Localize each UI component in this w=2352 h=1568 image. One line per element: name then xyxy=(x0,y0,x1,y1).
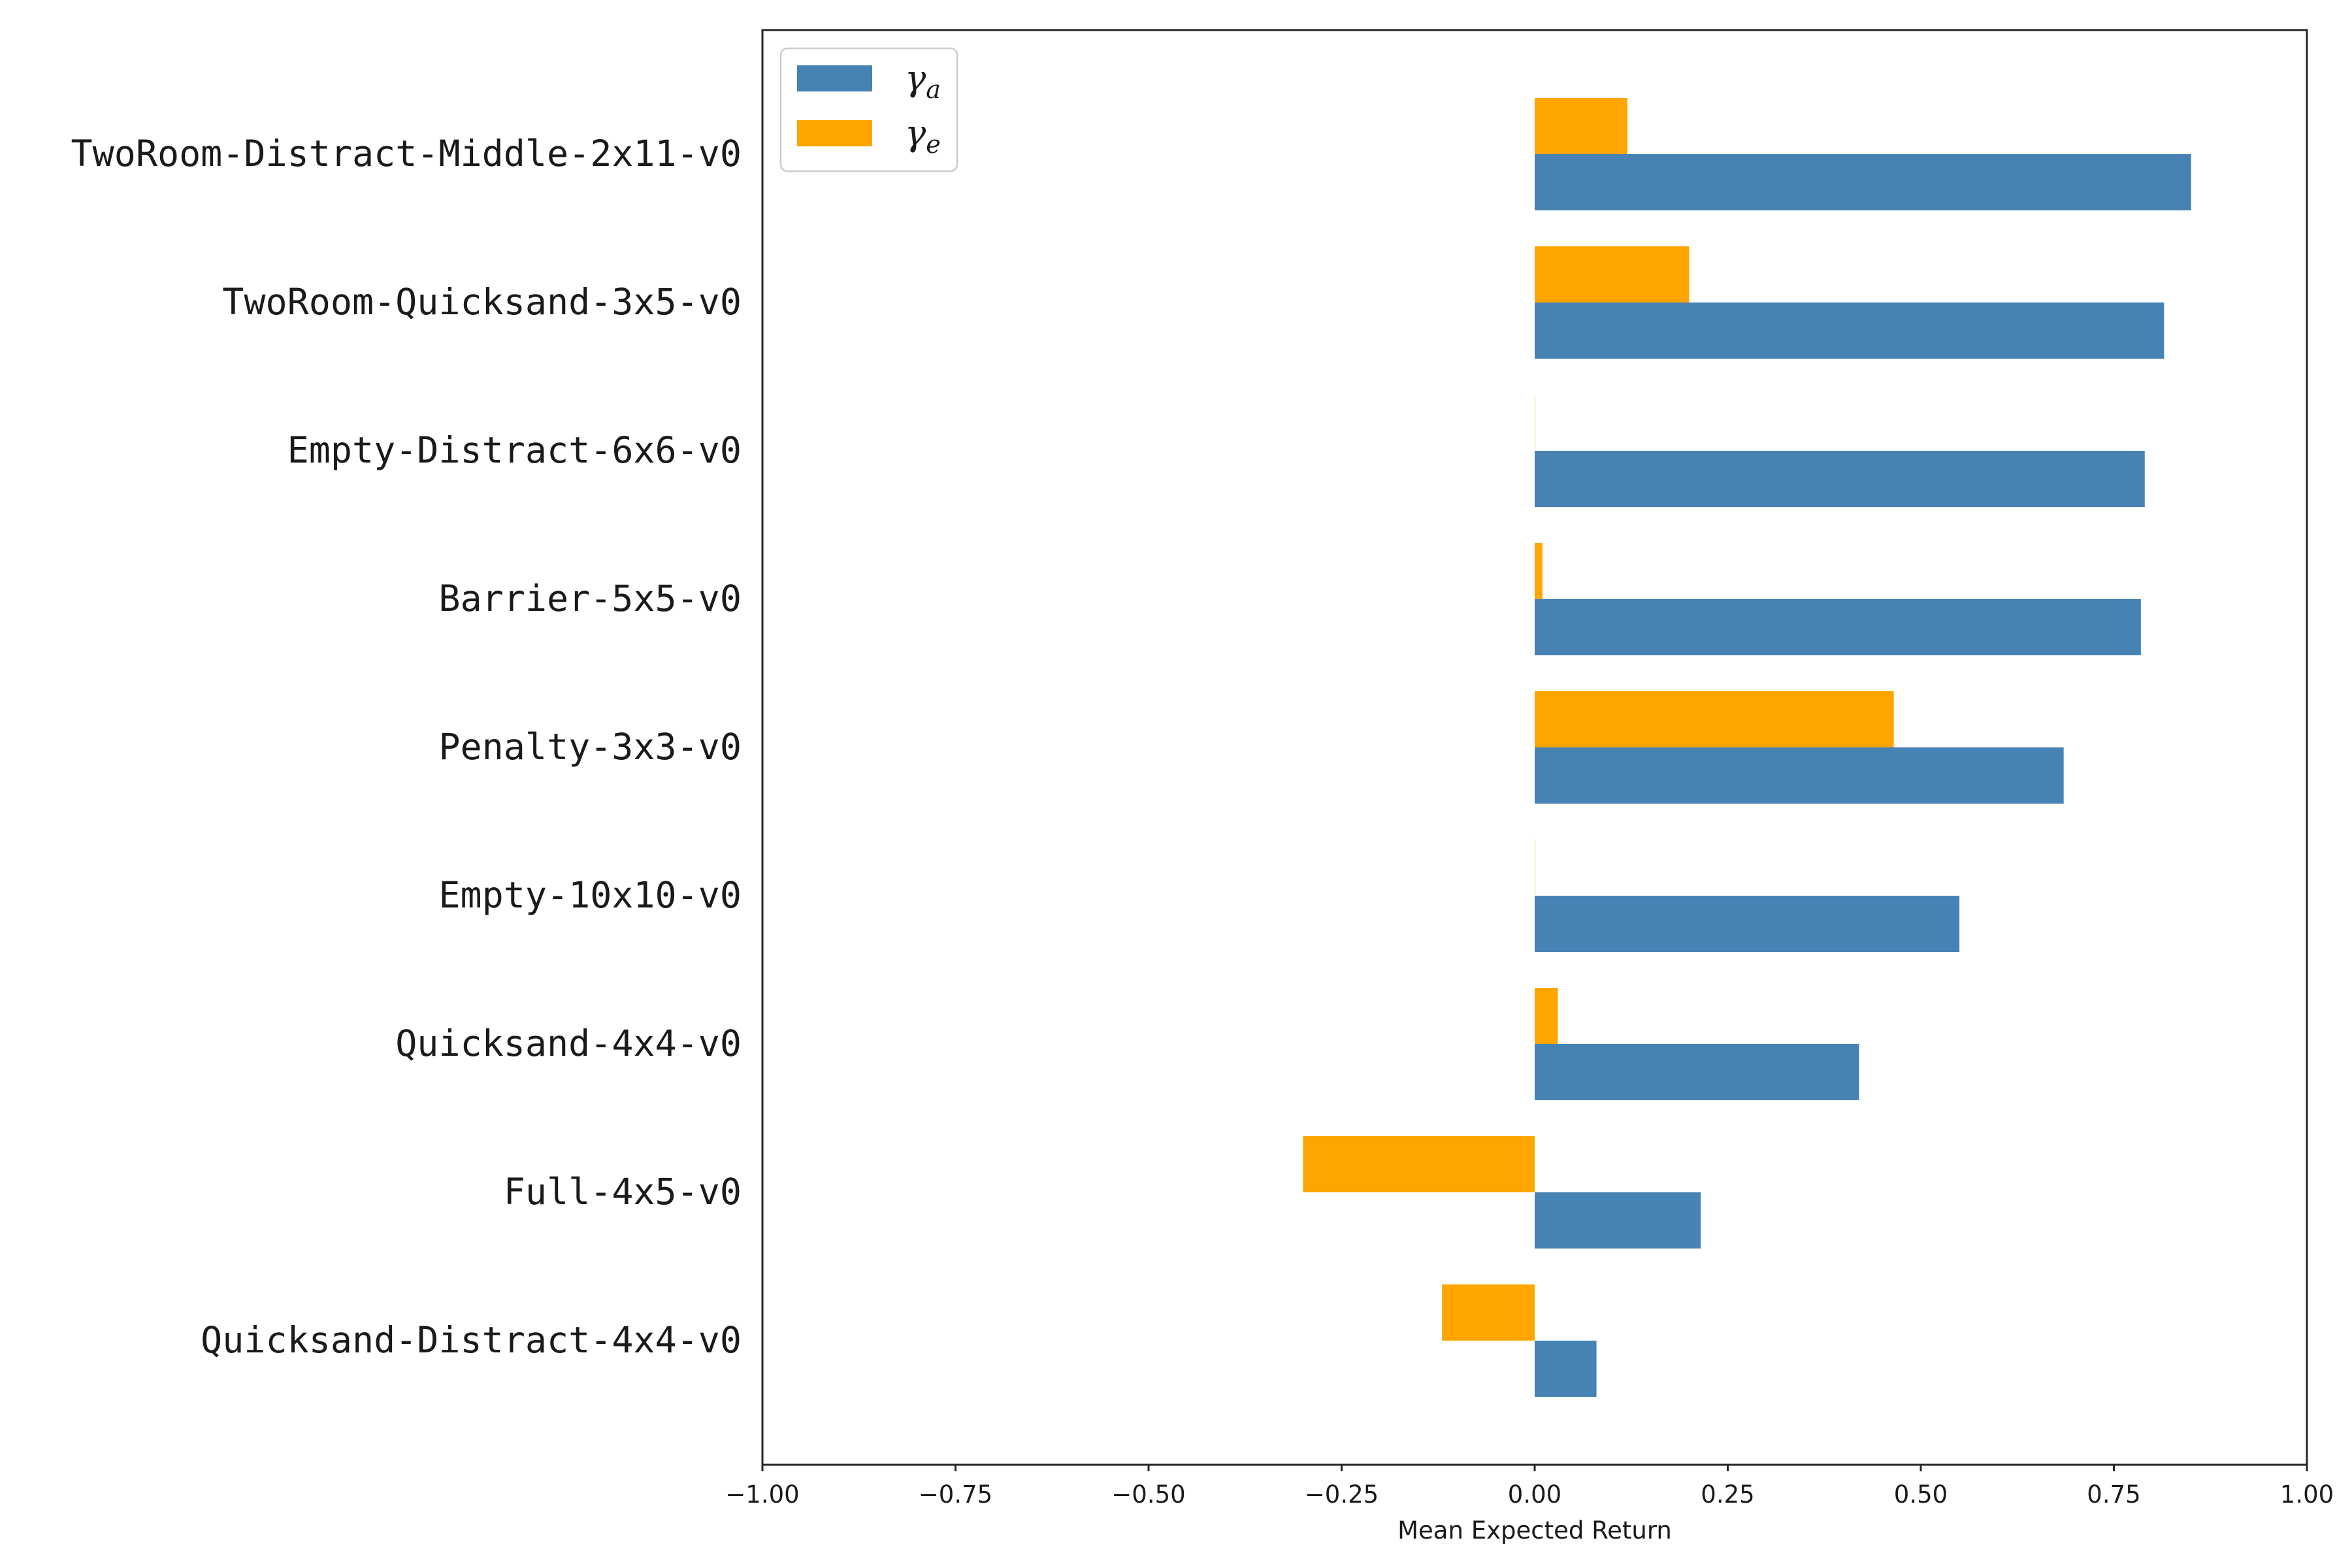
bar-series-2-5 xyxy=(1535,691,1894,747)
category-label-6: Empty-10x10-v0 xyxy=(438,874,742,916)
category-label-3: Empty-Distract-6x6-v0 xyxy=(287,429,742,471)
category-label-2: TwoRoom-Quicksand-3x5-v0 xyxy=(222,281,742,323)
x-tick-label-7: 0.50 xyxy=(1894,1480,1948,1509)
bar-series-1-4 xyxy=(1535,599,2141,655)
legend-swatch-series-2 xyxy=(797,120,872,146)
legend-label-series-2: γe xyxy=(905,112,941,159)
bar-series-1-9 xyxy=(1535,1341,1597,1397)
category-label-8: Full-4x5-v0 xyxy=(504,1171,742,1213)
bar-series-1-7 xyxy=(1535,1044,1859,1100)
x-tick-label-2: −0.75 xyxy=(919,1480,992,1509)
x-tick-label-6: 0.25 xyxy=(1701,1480,1754,1509)
category-label-9: Quicksand-Distract-4x4-v0 xyxy=(201,1319,742,1361)
legend-swatch-series-1 xyxy=(797,65,872,91)
x-tick-label-9: 1.00 xyxy=(2280,1480,2334,1509)
bars-layer xyxy=(1303,98,2191,1397)
bar-series-2-4 xyxy=(1535,543,1543,599)
bar-series-2-7 xyxy=(1535,988,1558,1044)
legend-label-series-1: γa xyxy=(905,57,941,104)
category-label-1: TwoRoom-Distract-Middle-2x11-v0 xyxy=(71,133,742,174)
bar-series-1-6 xyxy=(1535,896,1960,952)
x-tick-label-1: −1.00 xyxy=(725,1480,799,1509)
x-axis-ticks: −1.00 −0.75 −0.50 −0.25 0.00 0.25 0.50 0.75 1.00 xyxy=(725,1465,2334,1509)
bar-series-1-2 xyxy=(1535,302,2164,359)
legend: γa γe xyxy=(779,47,958,172)
category-label-7: Quicksand-4x4-v0 xyxy=(395,1022,742,1064)
bar-series-2-1 xyxy=(1535,98,1627,154)
bar-series-2-8 xyxy=(1303,1136,1535,1192)
x-axis-title: Mean Expected Return xyxy=(1397,1516,1672,1544)
category-labels: TwoRoom-Distract-Middle-2x11-v0 TwoRoom-Q… xyxy=(71,133,742,1361)
bar-series-1-3 xyxy=(1535,451,2145,507)
bar-series-2-9 xyxy=(1442,1284,1535,1341)
bar-series-2-2 xyxy=(1535,246,1690,302)
bar-series-1-1 xyxy=(1535,154,2191,210)
category-label-4: Barrier-5x5-v0 xyxy=(438,578,742,619)
bar-series-1-5 xyxy=(1535,747,2064,804)
x-tick-label-8: 0.75 xyxy=(2087,1480,2140,1509)
bar-series-1-8 xyxy=(1535,1192,1701,1249)
category-label-5: Penalty-3x3-v0 xyxy=(438,726,742,768)
x-tick-label-5: 0.00 xyxy=(1508,1480,1561,1509)
x-tick-label-3: −0.50 xyxy=(1111,1480,1185,1509)
x-tick-label-4: −0.25 xyxy=(1305,1480,1379,1509)
